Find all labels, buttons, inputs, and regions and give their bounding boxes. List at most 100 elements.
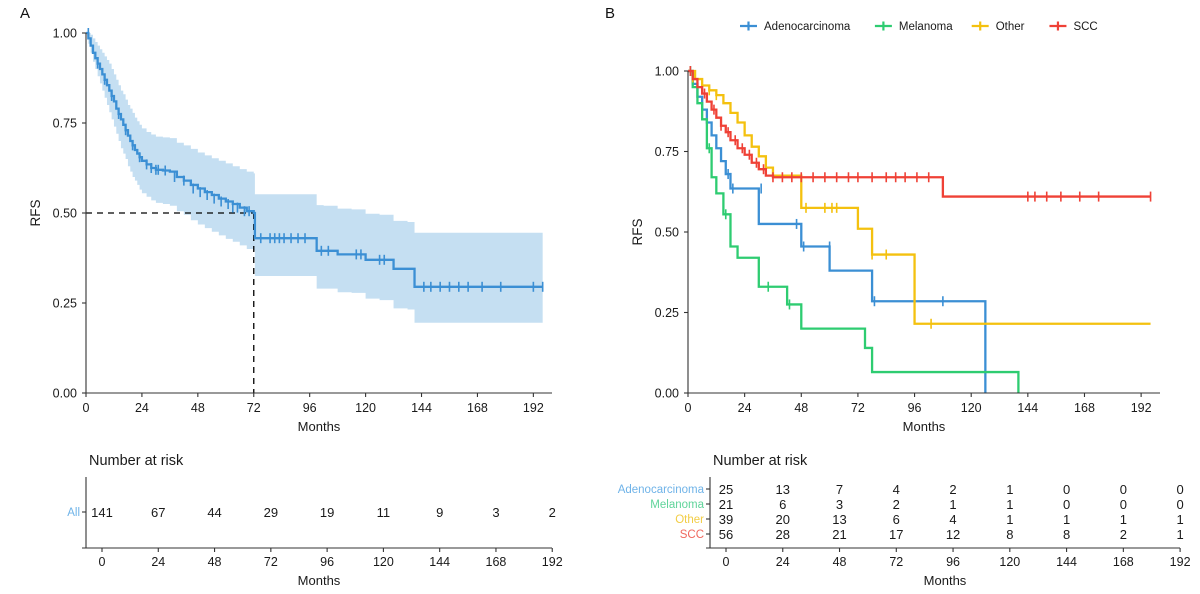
panel-a: A 0.00 0.25 0.50 0.75 1.00 0 24 48 72 96 120 144 168…	[20, 5, 563, 589]
y-tick-label: 0.00	[655, 387, 679, 401]
risk-x-tick-label: 168	[486, 555, 507, 569]
x-tick-label: 24	[135, 401, 149, 415]
risk-table-cell: 1	[1006, 512, 1013, 527]
risk-table: Number at risk All 141 67 44 29 19 11 9 3 2 0 24 48 72…	[67, 453, 562, 588]
x-tick-label: 96	[303, 401, 317, 415]
legend-label: Adenocarcinoma	[764, 21, 851, 33]
risk-table-cell: 7	[836, 482, 843, 497]
risk-table-cell: 13	[832, 512, 846, 527]
risk-table-cell: 9	[436, 505, 443, 520]
risk-table-cell: 3	[492, 505, 499, 520]
risk-x-axis-title: Months	[298, 573, 341, 588]
legend-item-scc: SCC	[1049, 21, 1098, 33]
risk-table-cell: 25	[719, 482, 733, 497]
y-tick-label: 0.25	[655, 306, 679, 320]
risk-table-title: Number at risk	[89, 453, 184, 469]
legend-label: Other	[996, 21, 1025, 33]
risk-table-cell: 8	[1006, 527, 1013, 542]
x-tick-label: 120	[961, 401, 982, 415]
risk-table-cell: 6	[893, 512, 900, 527]
risk-table-cell: 2	[549, 505, 556, 520]
risk-x-tick-label: 48	[208, 555, 222, 569]
risk-table-title: Number at risk	[713, 453, 808, 469]
y-tick-label: 1.00	[53, 27, 77, 41]
x-tick-label: 144	[411, 401, 432, 415]
risk-x-tick-label: 192	[542, 555, 563, 569]
risk-table-cell: 1	[949, 497, 956, 512]
risk-x-tick-label: 144	[429, 555, 450, 569]
panel-a-svg: 0.00 0.25 0.50 0.75 1.00 0 24 48 72 96 120 144 168 19…	[28, 27, 563, 589]
legend-label: SCC	[1073, 21, 1097, 33]
x-tick-label: 72	[851, 401, 865, 415]
legend-item-other: Other	[971, 21, 1025, 33]
km-series-other	[688, 69, 1151, 329]
risk-table-cell: 0	[1063, 482, 1070, 497]
risk-table-cell: 4	[949, 512, 956, 527]
risk-table-cell: 21	[719, 497, 733, 512]
risk-x-tick-label: 96	[320, 555, 334, 569]
x-tick-label: 0	[83, 401, 90, 415]
risk-table-cell: 1	[1176, 512, 1183, 527]
km-curve-adenocarcinoma	[688, 69, 987, 393]
risk-x-tick-label: 120	[373, 555, 394, 569]
risk-x-tick-label: 48	[833, 555, 847, 569]
risk-table-cell: 17	[889, 527, 903, 542]
risk-table-cell: 12	[946, 527, 960, 542]
risk-row-label: Other	[675, 514, 704, 526]
risk-row-label: All	[67, 507, 80, 519]
x-tick-label: 96	[908, 401, 922, 415]
risk-x-tick-label: 0	[99, 555, 106, 569]
y-tick-label: 0.50	[655, 226, 679, 240]
km-series-adenocarcinoma	[688, 66, 987, 393]
x-tick-label: 144	[1017, 401, 1038, 415]
risk-table-cell: 0	[1176, 497, 1183, 512]
legend-item-melanoma: Melanoma	[874, 21, 953, 33]
risk-table-cell: 8	[1063, 527, 1070, 542]
risk-x-tick-label: 120	[999, 555, 1020, 569]
risk-x-tick-label: 168	[1113, 555, 1134, 569]
risk-table-cell: 11	[377, 505, 391, 520]
risk-table-cell: 1	[1120, 512, 1127, 527]
risk-x-tick-label: 96	[946, 555, 960, 569]
x-axis-title: Months	[298, 419, 341, 434]
risk-x-tick-label: 24	[776, 555, 790, 569]
risk-table-cell: 13	[776, 482, 790, 497]
risk-table-cell: 21	[832, 527, 846, 542]
km-series-all	[86, 28, 544, 292]
risk-table-cell: 4	[893, 482, 900, 497]
y-tick-label: 0.75	[655, 145, 679, 159]
x-tick-label: 0	[685, 401, 692, 415]
x-tick-label: 48	[191, 401, 205, 415]
x-tick-label: 192	[1131, 401, 1152, 415]
y-tick-label: 0.00	[53, 387, 77, 401]
plot-axes: 0.00 0.25 0.50 0.75 1.00 0 24 48 72 96 120 144 168 19…	[630, 65, 1160, 434]
risk-x-tick-label: 24	[151, 555, 165, 569]
legend-item-adenocarcinoma: Adenocarcinoma	[740, 21, 851, 33]
x-tick-label: 120	[355, 401, 376, 415]
risk-table-cell: 39	[719, 512, 733, 527]
y-axis-title: RFS	[630, 219, 645, 246]
risk-table-cell: 29	[264, 505, 278, 520]
risk-x-tick-label: 192	[1170, 555, 1191, 569]
y-tick-label: 1.00	[655, 65, 679, 79]
risk-table-cell: 0	[1120, 497, 1127, 512]
panel-b-svg: Adenocarcinoma Melanoma Other SCC 0.00 0.25 0.…	[618, 21, 1191, 588]
panel-a-letter: A	[20, 5, 31, 22]
y-tick-label: 0.50	[53, 207, 77, 221]
risk-table-cell: 2	[893, 497, 900, 512]
risk-table-cell: 141	[91, 505, 113, 520]
risk-table-cell: 6	[779, 497, 786, 512]
risk-table-cell: 1	[1006, 497, 1013, 512]
x-tick-label: 72	[247, 401, 261, 415]
median-annotation	[86, 212, 255, 393]
risk-x-tick-label: 144	[1056, 555, 1077, 569]
risk-x-tick-label: 72	[889, 555, 903, 569]
legend-label: Melanoma	[899, 21, 953, 33]
plot-axes: 0.00 0.25 0.50 0.75 1.00 0 24 48 72 96 120 144 168 19…	[28, 27, 552, 434]
risk-table-cell: 28	[776, 527, 790, 542]
risk-table-cell: 56	[719, 527, 733, 542]
panel-b: B Adenocarcinoma Melanoma Other SCC 0.00 0.25…	[600, 0, 1200, 594]
x-tick-label: 192	[523, 401, 544, 415]
